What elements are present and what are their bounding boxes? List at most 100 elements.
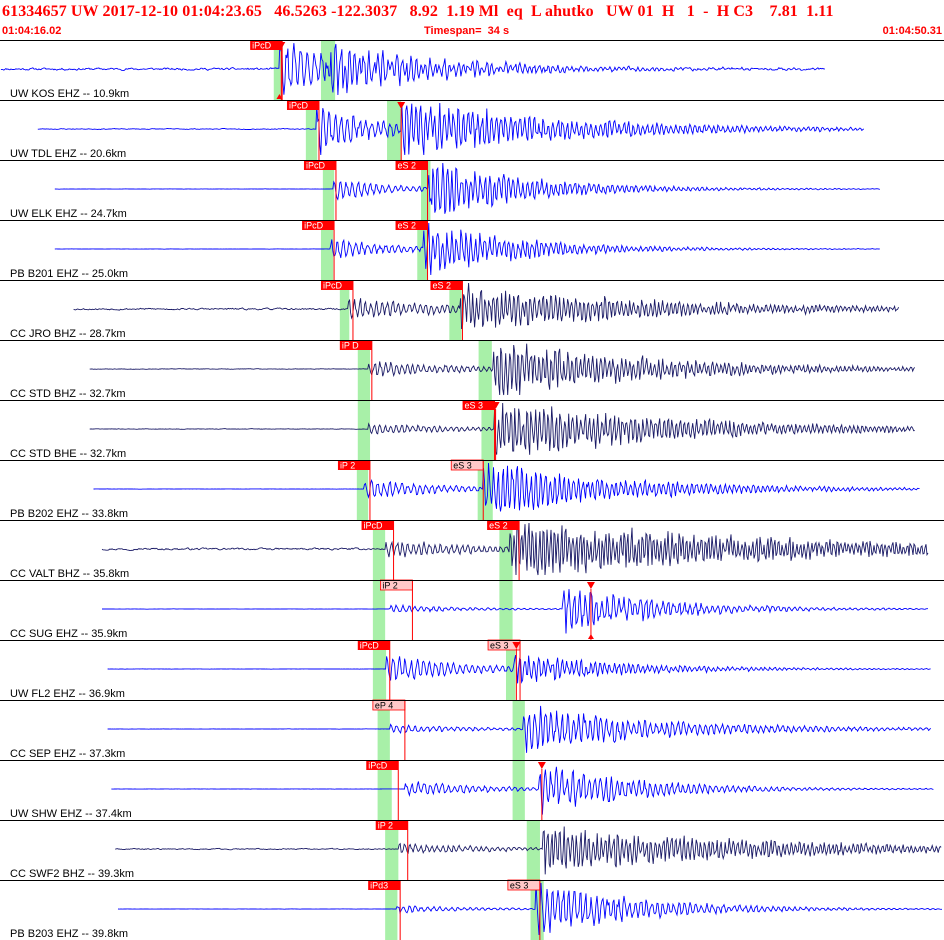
waveform-trace bbox=[37, 102, 865, 156]
phase-pick-flag[interactable] bbox=[462, 400, 495, 410]
waveform-canvas[interactable]: iPcD UW KOS EHZ -- 10.9km iPcD UW TDL EHZ -… bbox=[0, 40, 944, 940]
waveform-trace bbox=[107, 654, 931, 684]
trace-panel[interactable]: iPd3 eS 3 PB B203 EHZ -- 39.8km bbox=[0, 879, 944, 940]
station-label: UW SHW EHZ -- 37.4km bbox=[10, 808, 132, 820]
station-label: CC SEP EHZ -- 37.3km bbox=[10, 748, 125, 760]
phase-pick-label: eP 4 bbox=[375, 701, 393, 711]
phase-window-highlight bbox=[320, 220, 334, 280]
phase-pick-label: eS 3 bbox=[465, 401, 484, 411]
phase-window-highlight bbox=[357, 400, 371, 460]
station-label: PB B202 EHZ -- 33.8km bbox=[10, 508, 128, 520]
phase-window-highlight bbox=[372, 640, 387, 700]
phase-pick-flag[interactable] bbox=[357, 640, 390, 650]
phase-pick-label: iPcD bbox=[252, 41, 272, 51]
phase-window-highlight bbox=[417, 220, 428, 280]
phase-pick-label: iPcD bbox=[360, 641, 380, 651]
trace-panel[interactable]: eP 4 CC SEP EHZ -- 37.3km bbox=[0, 699, 944, 760]
phase-pick-flag[interactable] bbox=[368, 880, 401, 890]
waveform-trace bbox=[115, 826, 942, 875]
waveform-trace bbox=[117, 882, 942, 936]
pick-polarity-triangle bbox=[276, 94, 283, 99]
station-label: PB B203 EHZ -- 39.8km bbox=[10, 928, 128, 940]
phase-pick-label: iP 2 bbox=[382, 581, 397, 591]
phase-window-highlight bbox=[499, 580, 513, 640]
phase-pick-label: iP D bbox=[342, 341, 359, 351]
phase-window-highlight bbox=[372, 580, 386, 640]
station-label: UW TDL EHZ -- 20.6km bbox=[10, 148, 126, 160]
phase-pick-flag[interactable] bbox=[337, 460, 370, 470]
phase-pick-label: iPcD bbox=[364, 521, 384, 531]
waveform-trace bbox=[73, 282, 900, 330]
phase-pick-flag[interactable] bbox=[366, 760, 399, 770]
waveform-trace bbox=[54, 222, 880, 276]
phase-window-highlight bbox=[322, 160, 335, 220]
phase-pick-flag[interactable] bbox=[302, 220, 335, 230]
seismogram-panels: iPcD UW KOS EHZ -- 10.9km iPcD UW TDL EHZ -… bbox=[0, 40, 944, 940]
timespan-label: Timespan= 34 s bbox=[424, 25, 510, 37]
trace-panel[interactable]: iPcD UW KOS EHZ -- 10.9km bbox=[0, 40, 944, 100]
phase-pick-label: iPcD bbox=[304, 221, 324, 231]
pick-marker-triangle[interactable] bbox=[277, 42, 286, 49]
trace-panel[interactable]: iPcD eS 2 PB B201 EHZ -- 25.0km bbox=[0, 220, 944, 280]
phase-window-highlight bbox=[385, 880, 398, 940]
phase-window-highlight bbox=[377, 700, 390, 760]
phase-pick-flag[interactable] bbox=[320, 280, 353, 290]
trace-panel[interactable]: iP 2 CC SUG EHZ -- 35.9km bbox=[0, 579, 944, 640]
phase-pick-label: eS 2 bbox=[398, 161, 417, 171]
phase-pick-flag[interactable] bbox=[430, 280, 463, 290]
station-label: CC VALT BHZ -- 35.8km bbox=[10, 568, 129, 580]
phase-pick-flag[interactable] bbox=[339, 340, 372, 350]
phase-pick-flag[interactable] bbox=[286, 100, 319, 110]
pick-marker-triangle[interactable] bbox=[512, 642, 521, 649]
station-label: CC STD BHZ -- 32.7km bbox=[10, 388, 126, 400]
station-label: UW FL2 EHZ -- 36.9km bbox=[10, 688, 125, 700]
waveform-trace bbox=[102, 589, 928, 634]
station-label: CC SUG EHZ -- 35.9km bbox=[10, 628, 127, 640]
seismogram-header: 61334657 UW 2017-12-10 01:04:23.65 46.52… bbox=[0, 0, 944, 40]
phase-pick-flag[interactable] bbox=[487, 520, 520, 530]
phase-window-highlight bbox=[481, 400, 495, 460]
trace-panel[interactable]: iPcD eS 2 CC VALT BHZ -- 35.8km bbox=[0, 520, 944, 580]
waveform-trace bbox=[101, 522, 929, 576]
station-label: UW KOS EHZ -- 10.9km bbox=[10, 88, 129, 100]
phase-pick-label: iPcD bbox=[306, 161, 326, 171]
trace-panel[interactable]: eS 3 CC STD BHE -- 32.7km bbox=[0, 400, 944, 460]
phase-window-highlight bbox=[356, 460, 369, 520]
pick-marker-triangle[interactable] bbox=[537, 762, 546, 769]
pick-polarity-triangle bbox=[587, 634, 594, 639]
pick-marker-triangle[interactable] bbox=[397, 102, 406, 109]
waveform-trace bbox=[93, 462, 920, 512]
phase-pick-label: eS 2 bbox=[398, 221, 417, 231]
trace-panel[interactable]: iPcD UW TDL EHZ -- 20.6km bbox=[0, 100, 944, 160]
phase-pick-flag[interactable] bbox=[395, 160, 428, 170]
phase-window-highlight bbox=[377, 760, 392, 820]
event-summary-title: 61334657 UW 2017-12-10 01:04:23.65 46.52… bbox=[2, 3, 834, 20]
trace-panel[interactable]: iP 2 CC SWF2 BHZ -- 39.3km bbox=[0, 820, 944, 880]
phase-window-highlight bbox=[387, 100, 402, 160]
phase-pick-flag[interactable] bbox=[395, 220, 428, 230]
phase-pick-flag[interactable] bbox=[375, 820, 408, 830]
waveform-trace bbox=[89, 343, 916, 396]
phase-pick-flag[interactable] bbox=[250, 40, 283, 50]
waveform-trace bbox=[0, 43, 825, 96]
waveform-trace bbox=[89, 402, 915, 455]
trace-panel[interactable]: iPcD eS 2 UW ELK EHZ -- 24.7km bbox=[0, 160, 944, 220]
waveform-trace bbox=[107, 705, 931, 753]
phase-pick-label: iPcD bbox=[289, 101, 309, 111]
phase-window-highlight bbox=[449, 280, 462, 340]
trace-panel[interactable]: iPcD eS 2 CC JRO BHZ -- 28.7km bbox=[0, 280, 944, 340]
pick-marker-triangle[interactable] bbox=[491, 402, 500, 409]
phase-pick-flag[interactable] bbox=[361, 520, 394, 530]
trace-panel[interactable]: iPcD UW SHW EHZ -- 37.4km bbox=[0, 760, 944, 820]
phase-window-highlight bbox=[499, 520, 513, 580]
station-label: PB B201 EHZ -- 25.0km bbox=[10, 268, 128, 280]
phase-pick-flag[interactable] bbox=[303, 160, 336, 170]
window-end-time: 01:04:50.31 bbox=[882, 25, 942, 37]
trace-panel[interactable]: iP 2 eS 3 PB B202 EHZ -- 33.8km bbox=[0, 459, 944, 520]
trace-panel[interactable]: iP D CC STD BHZ -- 32.7km bbox=[0, 340, 944, 400]
trace-panel[interactable]: iPcD eS 3 UW FL2 EHZ -- 36.9km bbox=[0, 639, 944, 700]
phase-window-highlight bbox=[357, 340, 371, 400]
phase-window-highlight bbox=[305, 100, 318, 160]
pick-marker-triangle[interactable] bbox=[586, 582, 595, 589]
station-label: CC STD BHE -- 32.7km bbox=[10, 448, 126, 460]
